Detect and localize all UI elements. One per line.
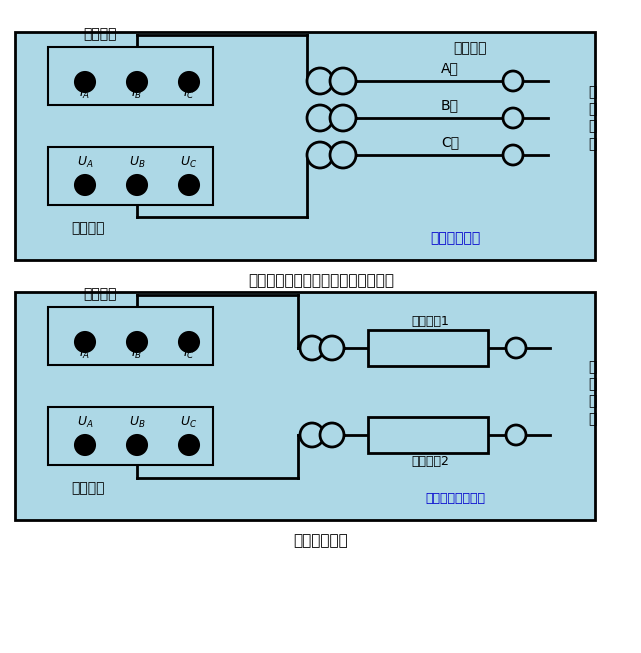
Circle shape bbox=[300, 336, 324, 360]
Circle shape bbox=[330, 68, 356, 94]
Text: A相: A相 bbox=[441, 61, 459, 75]
Circle shape bbox=[503, 145, 523, 165]
Circle shape bbox=[127, 332, 147, 352]
Circle shape bbox=[503, 108, 523, 128]
Circle shape bbox=[127, 435, 147, 455]
Bar bbox=[48, 47, 213, 105]
Text: 对
端
悬
空: 对 端 悬 空 bbox=[588, 85, 596, 151]
Text: $U_C$: $U_C$ bbox=[180, 415, 197, 430]
Circle shape bbox=[300, 423, 324, 447]
Text: 对
端
悬
空: 对 端 悬 空 bbox=[588, 360, 596, 426]
Text: $I_B$: $I_B$ bbox=[131, 346, 142, 361]
Circle shape bbox=[307, 105, 333, 131]
Text: $U_B$: $U_B$ bbox=[129, 415, 146, 430]
Circle shape bbox=[127, 175, 147, 195]
Circle shape bbox=[506, 338, 526, 358]
Text: $I_B$: $I_B$ bbox=[131, 86, 142, 101]
Text: 仪器输出: 仪器输出 bbox=[83, 287, 117, 301]
Circle shape bbox=[179, 175, 199, 195]
Text: 电压测量: 电压测量 bbox=[71, 221, 104, 235]
Text: $I_C$: $I_C$ bbox=[183, 346, 195, 361]
Text: 被测线路1: 被测线路1 bbox=[411, 315, 449, 328]
Circle shape bbox=[127, 72, 147, 92]
Bar bbox=[368, 417, 488, 453]
Circle shape bbox=[75, 332, 95, 352]
Circle shape bbox=[506, 425, 526, 445]
Bar bbox=[48, 147, 213, 205]
Circle shape bbox=[75, 435, 95, 455]
Text: C相: C相 bbox=[441, 135, 459, 149]
Text: 被测线路: 被测线路 bbox=[453, 41, 487, 55]
Text: $U_B$: $U_B$ bbox=[129, 155, 146, 170]
Text: 零序电容接线或者按照正序电容接线: 零序电容接线或者按照正序电容接线 bbox=[248, 274, 394, 289]
Text: $I_C$: $I_C$ bbox=[183, 86, 195, 101]
Text: 仪器输出: 仪器输出 bbox=[83, 27, 117, 41]
Text: $I_A$: $I_A$ bbox=[79, 346, 90, 361]
Text: 被测线路2: 被测线路2 bbox=[411, 455, 449, 468]
Circle shape bbox=[307, 68, 333, 94]
Text: $U_A$: $U_A$ bbox=[77, 415, 94, 430]
Bar bbox=[15, 292, 595, 520]
Circle shape bbox=[75, 175, 95, 195]
Bar bbox=[48, 307, 213, 365]
Text: 零序电容接线: 零序电容接线 bbox=[430, 231, 480, 245]
Bar bbox=[368, 330, 488, 366]
Text: 耦合电容接线: 耦合电容接线 bbox=[294, 534, 348, 549]
Text: $U_A$: $U_A$ bbox=[77, 155, 94, 170]
Text: 电压测量: 电压测量 bbox=[71, 481, 104, 495]
Bar bbox=[15, 32, 595, 260]
Circle shape bbox=[179, 332, 199, 352]
Circle shape bbox=[503, 71, 523, 91]
Circle shape bbox=[179, 72, 199, 92]
Circle shape bbox=[179, 435, 199, 455]
Circle shape bbox=[330, 105, 356, 131]
Circle shape bbox=[307, 142, 333, 168]
Circle shape bbox=[320, 336, 344, 360]
Text: 耦合电容测量接线: 耦合电容测量接线 bbox=[425, 492, 485, 505]
Circle shape bbox=[75, 72, 95, 92]
Circle shape bbox=[330, 142, 356, 168]
Text: $I_A$: $I_A$ bbox=[79, 86, 90, 101]
Bar bbox=[48, 407, 213, 465]
Circle shape bbox=[320, 423, 344, 447]
Text: B相: B相 bbox=[441, 98, 459, 112]
Text: $U_C$: $U_C$ bbox=[180, 155, 197, 170]
